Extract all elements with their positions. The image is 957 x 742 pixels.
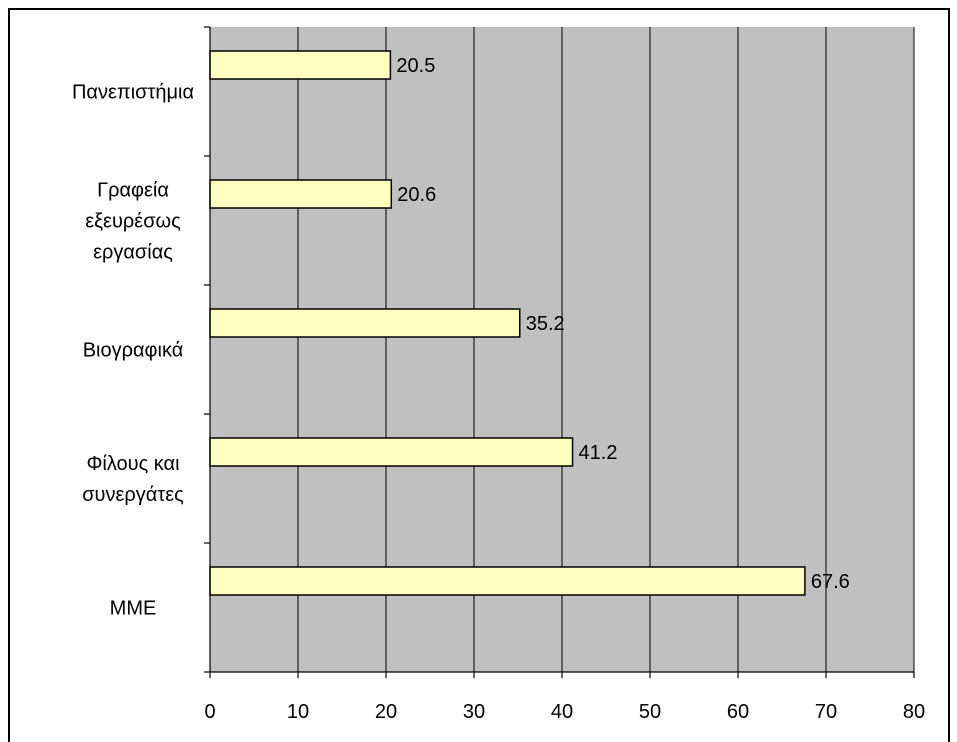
x-tick-label: 60	[727, 701, 749, 723]
data-label: 35.2	[526, 313, 565, 335]
x-tick-label: 30	[463, 701, 485, 723]
x-tick-label: 40	[551, 701, 573, 723]
x-tick-label: 0	[204, 701, 215, 723]
category-label: Πανεπιστήμια	[72, 82, 194, 104]
category-label-line: εργασίας	[93, 242, 173, 264]
category-label-line: Πανεπιστήμια	[72, 82, 194, 104]
category-label: Βιογραφικά	[83, 340, 184, 362]
bar	[209, 179, 393, 209]
category-label-line: Βιογραφικά	[83, 340, 184, 362]
x-tick-label: 80	[903, 701, 925, 723]
x-tick-label: 70	[815, 701, 837, 723]
bar	[209, 50, 392, 80]
x-tick-label: 50	[639, 701, 661, 723]
data-label: 20.5	[396, 55, 435, 77]
x-tick-labels: 0 10 20 30 40 50 60 70 80	[204, 701, 925, 723]
category-label-line: συνεργάτες	[82, 484, 184, 506]
bar	[209, 437, 574, 467]
category-label: ΜΜΕ	[110, 598, 157, 620]
x-tick-label: 10	[287, 701, 309, 723]
category-label-line: Φίλους και	[86, 453, 179, 475]
axes	[204, 26, 915, 678]
category-label-line: ΜΜΕ	[110, 598, 157, 620]
data-label: 67.6	[811, 571, 850, 593]
category-label: Γραφεία εξευρέσως εργασίας	[85, 180, 181, 264]
bar	[209, 308, 521, 338]
bars	[209, 50, 806, 596]
data-label: 20.6	[397, 184, 436, 206]
category-label: Φίλους και συνεργάτες	[82, 453, 184, 506]
gridlines	[297, 27, 915, 672]
category-labels: Πανεπιστήμια Γραφεία εξευρέσως εργασίας Βιογ…	[72, 82, 194, 620]
data-label: 41.2	[579, 442, 618, 464]
data-labels: 20.5 20.6 35.2 41.2 67.6	[396, 55, 849, 593]
category-label-line: Γραφεία	[97, 180, 169, 202]
x-tick-label: 20	[375, 701, 397, 723]
bar	[209, 566, 806, 596]
category-label-line: εξευρέσως	[85, 211, 181, 233]
